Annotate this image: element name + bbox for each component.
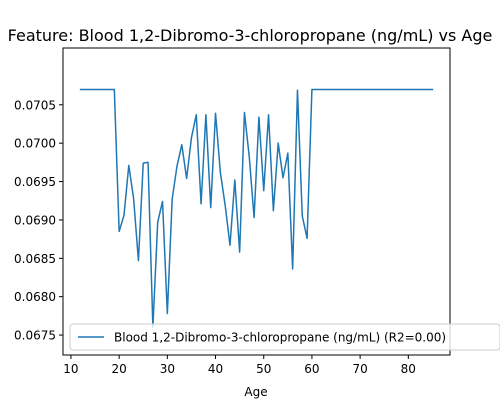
legend-box [69,323,500,351]
y-tick-label: 0.0700 [14,137,56,151]
y-tick-label: 0.0695 [14,175,56,189]
y-tick-label: 0.0680 [14,290,56,304]
y-tick-label: 0.0705 [14,98,56,112]
x-tick-label: 70 [352,362,367,376]
y-axis-ticks: 0.0675 0.0680 0.0685 0.0690 0.0695 0.0700 0.07… [14,98,63,343]
legend-label: Blood 1,2-Dibromo-3-chloropropane (ng/mL… [114,331,446,345]
chart-title: Feature: Blood 1,2-Dibromo-3-chloropropa… [8,26,493,45]
x-tick-label: 30 [160,362,175,376]
x-axis-label: Age [244,385,267,399]
x-tick-label: 80 [401,362,416,376]
x-tick-label: 10 [63,362,78,376]
x-tick-label: 40 [208,362,223,376]
x-tick-label: 60 [304,362,319,376]
x-axis-ticks: 10 20 30 40 50 60 70 80 [63,355,416,376]
series-line [79,88,434,329]
plot-area-frame [62,47,451,356]
y-tick-label: 0.0675 [14,329,56,343]
x-tick-label: 50 [256,362,271,376]
legend: Blood 1,2-Dibromo-3-chloropropane (ng/mL… [69,323,500,351]
y-tick-label: 0.0690 [14,213,56,227]
y-tick-label: 0.0685 [14,252,56,266]
x-tick-label: 20 [112,362,127,376]
